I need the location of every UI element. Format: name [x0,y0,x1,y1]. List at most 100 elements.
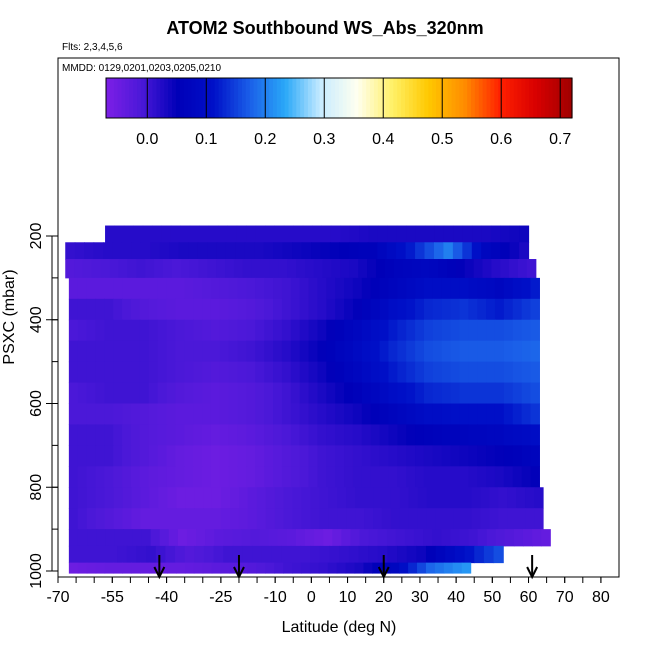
heatmap-cell [299,298,310,321]
heatmap-cell [290,445,301,467]
heatmap-cell [166,466,176,488]
heatmap-cell [406,545,417,564]
colorbar-swatch [315,78,321,118]
heatmap-cell [377,242,388,260]
heatmap-cell [423,445,434,467]
heatmap-cell [443,562,454,574]
heatmap-cell [352,340,363,363]
heatmap-cell [477,466,487,488]
colorbar-swatch [327,78,332,118]
heatmap-cell [104,424,114,446]
heatmap-cell [468,403,478,425]
colorbar-swatch [517,78,523,118]
heatmap-cell [490,242,501,260]
heatmap-cell [283,562,293,574]
heatmap-cell [176,487,186,509]
heatmap-cell [446,259,457,279]
heatmap-cell [399,562,409,574]
colorbar-swatch [405,78,410,118]
heatmap-cell [122,562,132,574]
colorbar-swatch [443,78,449,118]
heatmap-cell [273,466,283,488]
heatmap-cell [202,319,212,342]
heatmap-cell [210,403,221,425]
heatmap-cell [281,545,292,564]
heatmap-cell [77,445,88,467]
heatmap-cell [319,508,329,530]
heatmap-cell [263,242,274,260]
heatmap-cell [228,424,239,446]
heatmap-cell [77,508,88,530]
heatmap-cell [432,319,443,342]
heatmap-cell [459,340,469,363]
colorbar-swatch [455,78,460,118]
heatmap-cell [246,445,256,467]
heatmap-cell [494,382,505,404]
heatmap-cell [77,562,88,574]
heatmap-cell [184,298,194,321]
heatmap-cell [349,225,360,243]
heatmap-cell [486,403,496,425]
heatmap-cell [450,529,460,547]
colorbar-swatch [125,78,130,118]
plot-frame [57,57,620,578]
heatmap-cell [113,403,123,425]
heatmap-cell [348,242,359,260]
heatmap-cell [494,424,505,446]
heatmap-cell [139,382,150,404]
heatmap-cell [104,487,115,509]
heatmap-cell [530,361,540,384]
heatmap-cell [251,259,262,279]
heatmap-cell [122,487,133,509]
heatmap-cell [468,298,478,321]
heatmap-cell [93,242,104,260]
heatmap-cell [65,259,75,279]
heatmap-cell [237,319,248,342]
heatmap-cell [423,466,434,488]
heatmap-cell [408,508,419,530]
y-tick-label: 200 [28,223,45,250]
heatmap-cell [273,319,283,342]
heatmap-cell [210,466,221,488]
heatmap-cell [423,382,434,404]
heatmap-cell [152,225,163,243]
heatmap-cell [158,487,168,509]
heatmap-cell [399,508,410,530]
heatmap-cell [317,403,327,425]
heatmap-cell [361,424,372,446]
colorbar-swatch [191,78,196,118]
heatmap-cell [139,298,150,321]
heatmap-cell [432,529,442,547]
heatmap-cell [247,487,258,509]
heatmap-cell [104,340,114,363]
heatmap-cell [104,403,114,425]
heatmap-cell [444,508,455,530]
heatmap-cell [247,562,257,574]
heatmap-cell [194,487,204,509]
heatmap-cell [319,545,331,564]
heatmap-cell [450,445,461,467]
heatmap-cell [193,424,203,446]
heatmap-cell [189,259,200,279]
heatmap-cell [77,340,88,363]
heatmap-cell [477,424,487,446]
heatmap-cell [486,424,496,446]
colorbar-swatch [370,78,375,118]
heatmap-cell [387,225,398,243]
heatmap-cell [139,424,150,446]
colorbar-swatch [447,78,453,118]
heatmap-cell [361,403,372,425]
heatmap-cell [381,562,391,574]
heatmap-cell [122,319,132,342]
heatmap-cell [361,319,372,342]
heatmap-cell [328,487,338,509]
heatmap-cell [509,242,520,260]
heatmap-cell [441,403,452,425]
heatmap-cell [166,424,176,446]
heatmap-cell [416,545,427,564]
heatmap-cell [471,487,481,509]
heatmap-cell [352,403,363,425]
heatmap-cell [503,277,514,300]
heatmap-cell [264,277,274,300]
heatmap-cell [77,529,88,547]
